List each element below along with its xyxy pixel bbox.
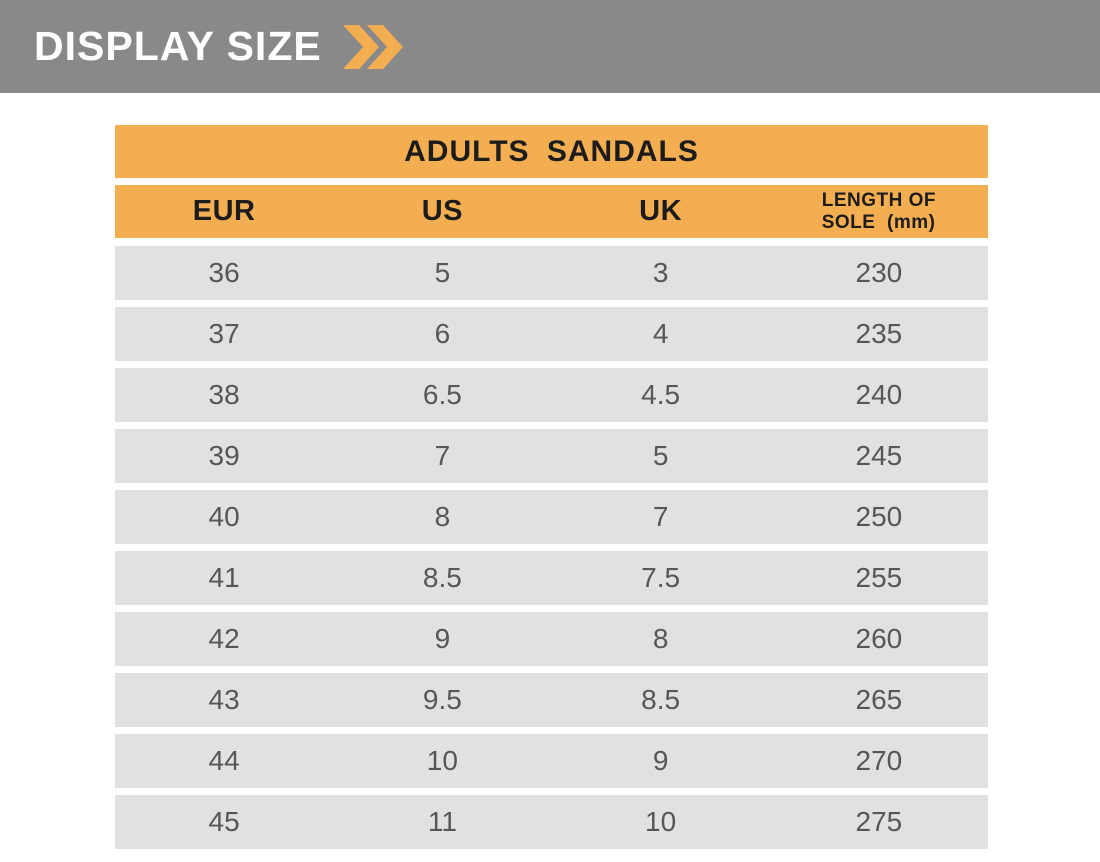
table-cell-eur: 44 (208, 745, 240, 776)
table-cell-uk: 3 (652, 257, 669, 288)
table-cell-uk: 7 (652, 501, 669, 532)
table-cell-eur: 38 (208, 379, 240, 410)
table-cell-eur: 39 (208, 440, 240, 471)
table-row: 41 8.5 7.5 255 (115, 551, 988, 605)
table-cell-us: 8 (434, 501, 451, 532)
banner-title: DISPLAY SIZE (34, 23, 322, 69)
column-header-us: US (333, 185, 551, 238)
table-row: 42 9 8 260 (115, 612, 988, 666)
table-cell-eur: 37 (208, 318, 240, 349)
size-table: ADULTS SANDALS EUR US UK LENGTH OF SOLE (mm… (115, 125, 988, 849)
table-cell-us: 10 (426, 745, 458, 776)
table-cell-length-of-sole-mm: 240 (855, 379, 903, 410)
table-cell-length-of-sole-mm: 245 (855, 440, 903, 471)
table-cell-length-of-sole-mm: 255 (855, 562, 903, 593)
table-cell-length-of-sole-mm: 265 (855, 684, 903, 715)
table-cell-us: 9 (434, 623, 451, 654)
table-row: 36 5 3 230 (115, 246, 988, 300)
table-cell-uk: 10 (645, 806, 677, 837)
table-cell-us: 9.5 (422, 684, 462, 715)
section-banner: DISPLAY SIZE (0, 0, 1100, 93)
table-cell-uk: 5 (652, 440, 669, 471)
table-title: ADULTS SANDALS (115, 125, 988, 178)
column-header-label: US (421, 195, 464, 227)
table-row: 39 7 5 245 (115, 429, 988, 483)
table-header-row: EUR US UK LENGTH OF SOLE (mm) (115, 185, 988, 238)
table-cell-uk: 4 (652, 318, 669, 349)
table-row: 40 8 7 250 (115, 490, 988, 544)
double-chevron-right-icon (342, 24, 404, 69)
table-cell-eur: 45 (208, 806, 240, 837)
table-cell-length-of-sole-mm: 260 (855, 623, 903, 654)
table-row: 44 10 9 270 (115, 734, 988, 788)
column-header-eur: EUR (115, 185, 333, 238)
table-cell-us: 8.5 (422, 562, 462, 593)
table-cell-eur: 36 (208, 257, 240, 288)
table-cell-us: 6 (434, 318, 451, 349)
column-header-label: LENGTH OF SOLE (mm) (821, 189, 937, 233)
table-row: 38 6.5 4.5 240 (115, 368, 988, 422)
table-cell-eur: 43 (208, 684, 240, 715)
column-header-uk: UK (552, 185, 770, 238)
table-row: 43 9.5 8.5 265 (115, 673, 988, 727)
table-cell-us: 6.5 (422, 379, 462, 410)
column-header-label: EUR (192, 195, 256, 227)
table-row: 45 11 10 275 (115, 795, 988, 849)
table-cell-eur: 42 (208, 623, 240, 654)
column-header-label: UK (639, 195, 683, 227)
table-cell-uk: 8 (652, 623, 669, 654)
table-cell-length-of-sole-mm: 230 (855, 257, 903, 288)
table-cell-uk: 7.5 (641, 562, 681, 593)
table-cell-us: 11 (427, 806, 457, 837)
table-cell-length-of-sole-mm: 275 (855, 806, 903, 837)
table-body: 36 5 3 230 37 6 4 235 38 6.5 4.5 240 39 7 5 245 40 8 7 250 4… (115, 246, 988, 849)
table-cell-us: 5 (434, 257, 451, 288)
table-cell-length-of-sole-mm: 270 (855, 745, 903, 776)
table-cell-eur: 41 (208, 562, 240, 593)
table-cell-uk: 4.5 (641, 379, 681, 410)
table-cell-length-of-sole-mm: 250 (855, 501, 903, 532)
table-cell-uk: 9 (652, 745, 669, 776)
table-cell-length-of-sole-mm: 235 (855, 318, 903, 349)
table-cell-uk: 8.5 (641, 684, 681, 715)
table-row: 37 6 4 235 (115, 307, 988, 361)
column-header-length-of-sole-mm: LENGTH OF SOLE (mm) (770, 185, 988, 238)
table-cell-eur: 40 (208, 501, 240, 532)
table-cell-us: 7 (434, 440, 451, 471)
